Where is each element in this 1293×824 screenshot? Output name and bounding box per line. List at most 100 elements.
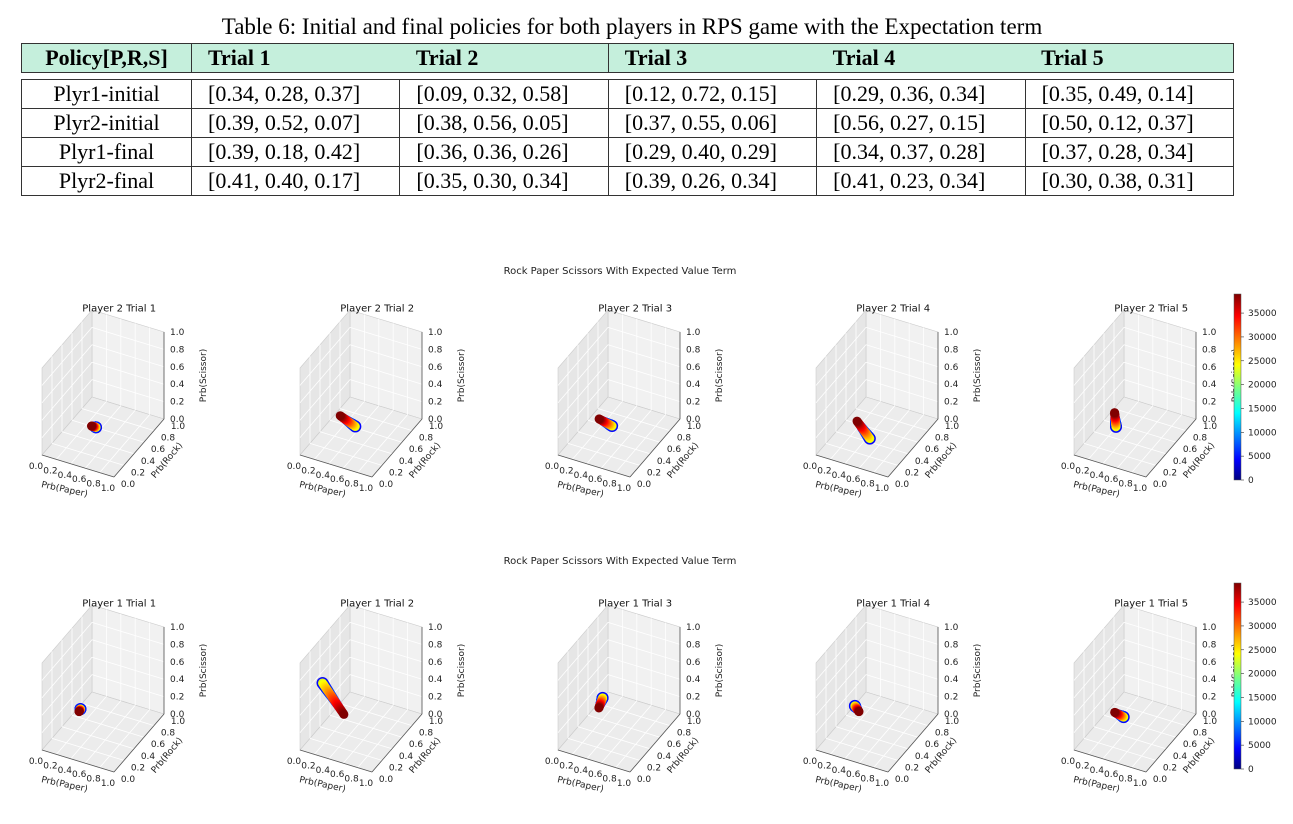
trajectory-point <box>1110 707 1120 717</box>
grid-line <box>349 674 423 697</box>
row-label: Plyr1-final <box>21 137 192 167</box>
subplot-title: Player 2 Trial 3 <box>598 304 672 315</box>
table-row: Plyr1-final [0.39, 0.18, 0.42] [0.36, 0.… <box>21 137 1235 167</box>
grid-line <box>357 709 408 768</box>
grid-line <box>1116 409 1168 469</box>
x-tick-label: 0.2 <box>43 761 57 771</box>
x-tick-label: 0.2 <box>301 466 315 476</box>
y-tick-label: 1.0 <box>429 422 444 432</box>
x-tick-label: 1.0 <box>1133 484 1148 494</box>
x-axis-line <box>299 454 373 478</box>
y-tick-label: 0.2 <box>1163 468 1177 478</box>
z-axis-label: Prb(Scissor) <box>973 644 983 697</box>
grid-line <box>577 726 651 750</box>
subplot-player2-trial-5: Player 2 Trial 50.0 0.2 0.4 0.6 0.8 1.0 0.00.2… <box>1061 304 1241 500</box>
subplot-player1-trial-1: Player 1 Trial 10.0 0.2 0.4 0.6 0.8 1.0 0.00.2… <box>29 599 209 795</box>
z-tick-label: 1.0 <box>1202 328 1217 338</box>
x-tick-label: 1.0 <box>875 484 890 494</box>
x-tick-label: 0.6 <box>846 475 861 485</box>
z-tick-label: 0.0 <box>944 415 959 425</box>
y-axis-line <box>887 713 939 773</box>
y-tick-label: 0.4 <box>657 752 672 762</box>
subplot-player2-trial-4: Player 2 Trial 40.0 0.2 0.4 0.6 0.8 1.0 0.00.2… <box>803 304 983 500</box>
z-tick-label: 0.4 <box>428 380 443 390</box>
grid-line <box>1088 696 1139 755</box>
subplot-player1-trial-4: Player 1 Trial 40.0 0.2 0.4 0.6 0.8 1.0 0.00.2… <box>803 599 983 795</box>
x-tick-label: 0.8 <box>860 480 875 490</box>
subplot-player1-trial-2: Player 1 Trial 20.0 0.2 0.4 0.6 0.8 1.0 0.00.2… <box>287 599 467 795</box>
grid-line <box>81 703 155 726</box>
table-cell: [0.38, 0.56, 0.05] <box>399 108 609 138</box>
y-tick-label: 0.8 <box>419 729 434 739</box>
grid-line <box>845 714 919 738</box>
subplot-player1-trial-3: Player 1 Trial 30.0 0.2 0.4 0.6 0.8 1.0 0.00.2… <box>545 599 725 795</box>
z-tick-label: 0.4 <box>170 675 185 685</box>
x-tick-label: 0.6 <box>330 770 345 780</box>
y-tick-label: 0.8 <box>677 729 692 739</box>
trajectory-point <box>594 414 604 424</box>
grid-line <box>815 656 867 716</box>
y-tick-label: 0.2 <box>905 468 919 478</box>
grid-line <box>557 639 609 699</box>
z-tick-label: 0.8 <box>1202 345 1217 355</box>
z-tick-label: 0.2 <box>428 693 442 703</box>
x-tick-label: 1.0 <box>617 484 632 494</box>
grid-line <box>825 443 899 466</box>
table-cell: [0.36, 0.36, 0.26] <box>399 137 609 167</box>
x-tick-label: 0.4 <box>1090 766 1105 776</box>
grid-line <box>41 656 93 716</box>
y-tick-label: 0.4 <box>399 457 414 467</box>
colorbar <box>1233 582 1242 770</box>
y-tick-label: 0.8 <box>1193 729 1208 739</box>
colorbar-tick-label: 35000 <box>1248 309 1277 319</box>
row-label: Plyr2-final <box>21 166 192 196</box>
grid-line <box>865 622 939 645</box>
grid-line <box>567 738 641 761</box>
z-tick-label: 0.0 <box>686 710 701 720</box>
x-tick-label: 0.6 <box>846 770 861 780</box>
z-tick-label: 0.4 <box>428 675 443 685</box>
grid-line <box>1123 327 1197 350</box>
grid-line <box>835 726 909 750</box>
grid-line <box>70 405 122 465</box>
y-tick-label: 0.6 <box>151 740 166 750</box>
x-tick-label: 0.0 <box>545 757 560 767</box>
x-axis-line <box>1073 749 1147 773</box>
x-tick-label: 0.4 <box>58 471 73 481</box>
z-tick-label: 0.8 <box>944 345 959 355</box>
grid-line <box>91 361 165 385</box>
y-tick-label: 0.2 <box>647 763 661 773</box>
y-tick-label: 0.8 <box>419 434 434 444</box>
grid-line <box>309 443 383 466</box>
policy-table: Policy[P,R,S] Trial 1 Trial 2 Trial 3 Tr… <box>21 43 1235 196</box>
x-tick-label: 0.2 <box>559 761 573 771</box>
grid-line <box>349 656 423 680</box>
grid-line <box>615 709 666 768</box>
grid-line <box>51 443 125 466</box>
y-axis-line <box>1145 418 1197 478</box>
x-tick-label: 1.0 <box>1133 779 1148 789</box>
z-tick-label: 0.0 <box>428 415 443 425</box>
grid-line <box>1113 408 1187 431</box>
grid-line <box>41 344 93 404</box>
y-tick-label: 0.4 <box>141 752 156 762</box>
y-tick-label: 0.4 <box>141 457 156 467</box>
y-tick-label: 0.2 <box>647 468 661 478</box>
table-cell: [0.50, 0.12, 0.37] <box>1024 108 1235 138</box>
z-tick-label: 0.2 <box>944 398 958 408</box>
table-caption: Table 6: Initial and final policies for … <box>221 14 1043 39</box>
grid-line <box>1123 361 1197 385</box>
trajectory-point <box>1110 408 1120 418</box>
z-tick-label: 0.6 <box>1202 658 1217 668</box>
y-tick-label: 0.0 <box>895 480 910 490</box>
row-label: Plyr1-initial <box>21 79 192 109</box>
x-tick-label: 0.2 <box>301 761 315 771</box>
trajectory-point <box>854 707 864 717</box>
y-tick-label: 0.6 <box>1183 740 1198 750</box>
grid-line <box>557 361 609 421</box>
figure-title-player1: Rock Paper Scissors With Expected Value … <box>503 556 737 567</box>
colorbar-tick-label: 20000 <box>1248 381 1277 391</box>
grid-line <box>339 408 413 431</box>
grid-line <box>299 674 351 733</box>
table-cell: [0.09, 0.32, 0.58] <box>399 79 609 109</box>
